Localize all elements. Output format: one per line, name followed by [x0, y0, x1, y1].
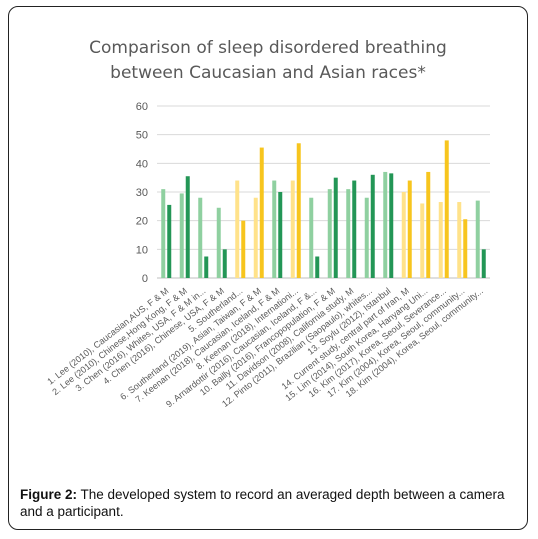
bar-series-1	[364, 197, 369, 278]
y-tick-label: 30	[136, 187, 148, 199]
figure-caption: Figure 2: The developed system to record…	[20, 486, 520, 520]
bar-series-1	[383, 171, 388, 278]
bar-series-2	[315, 256, 320, 278]
bar-series-2	[278, 192, 283, 278]
bar-series-1	[438, 202, 443, 278]
bar-series-2	[426, 171, 431, 278]
bar-series-2	[241, 220, 246, 278]
bar-series-2	[296, 143, 301, 278]
bar-series-2	[222, 249, 227, 278]
bar-series-2	[352, 180, 357, 278]
caption-label: Figure 2:	[20, 487, 78, 502]
caption-text: The developed system to record an averag…	[20, 487, 505, 519]
bar-series-1	[253, 197, 258, 278]
bar-series-1	[309, 197, 314, 278]
y-tick-label: 50	[136, 130, 148, 142]
bar-series-2	[333, 177, 338, 278]
bar-series-1	[420, 203, 425, 278]
bar-series-2	[481, 249, 486, 278]
bar-series-1	[198, 197, 203, 278]
bar-series-1	[216, 207, 221, 278]
chart-title-line-2: between Caucasian and Asian races*	[110, 63, 426, 83]
bar-series-1	[179, 193, 184, 278]
chart-title-line-1: Comparison of sleep disordered breathing	[89, 38, 447, 58]
bar-series-2	[370, 174, 375, 278]
bar-series-1	[401, 192, 406, 278]
bar-series-2	[204, 256, 209, 278]
bar-series-1	[327, 189, 332, 278]
bar-series-1	[346, 189, 351, 278]
bar-series-2	[389, 173, 394, 278]
bar-series-2	[167, 204, 172, 278]
bar-series-1	[235, 180, 240, 278]
bar-series-2	[444, 140, 449, 278]
y-tick-label: 0	[142, 273, 148, 285]
y-tick-label: 40	[136, 158, 148, 170]
bar-series-1	[290, 180, 295, 278]
bar-series-2	[463, 219, 468, 278]
bar-series-2	[259, 147, 264, 278]
bar-series-1	[272, 180, 277, 278]
bar-series-2	[185, 176, 190, 278]
bar-series-1	[457, 202, 462, 278]
bar-series-1	[475, 200, 480, 278]
y-tick-label: 20	[136, 216, 148, 228]
bar-series-2	[407, 180, 412, 278]
y-tick-label: 60	[136, 101, 148, 113]
bar-series-1	[161, 189, 166, 278]
y-tick-label: 10	[136, 244, 148, 256]
